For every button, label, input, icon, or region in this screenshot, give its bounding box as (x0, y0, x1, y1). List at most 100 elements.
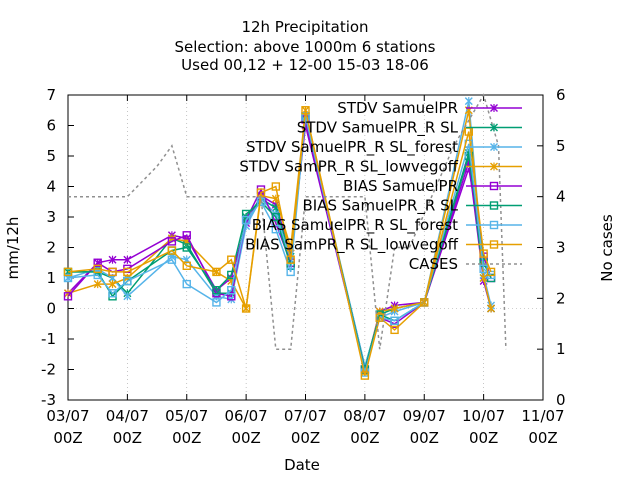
x-tick-label: 05/07 (165, 407, 208, 425)
data-point (182, 231, 191, 240)
axes: -3 -2 -1 0 1 2 3 4 5 6 7 0 1 2 3 4 5 6 03/07 00Z 04/07 00Z 05/… (41, 86, 566, 447)
y-tick-label: 4 (46, 178, 56, 196)
title-line: Selection: above 1000m 6 stations (174, 38, 435, 56)
y-tick-label: -2 (41, 361, 56, 379)
data-point (241, 215, 251, 225)
y2-axis-label: No cases (598, 214, 616, 282)
legend-label: CASES (409, 255, 458, 273)
y-tick-label: 0 (46, 300, 56, 318)
y-tick-label: -3 (41, 391, 56, 409)
legend-label: STDV SamPR_R SL_lowvegoff (239, 158, 458, 177)
data-point (489, 201, 499, 210)
y2-tick-label: 3 (556, 239, 566, 257)
y2-tick-label: 0 (556, 391, 566, 409)
x-tick-label: 07/07 (284, 407, 327, 425)
data-point (182, 279, 191, 289)
data-point (63, 273, 73, 283)
series-line (68, 93, 507, 350)
data-point (63, 292, 73, 301)
x-tick-label: 08/07 (343, 407, 386, 425)
legend-label: BIAS SamuelPR (343, 177, 458, 195)
data-point (227, 255, 236, 264)
x-tick-label: 06/07 (225, 407, 268, 425)
data-point (212, 267, 221, 277)
data-point (93, 264, 102, 274)
y-tick-label: 3 (46, 208, 56, 226)
data-point (212, 286, 221, 295)
x-tick-label-time: 00Z (528, 429, 557, 447)
series-layer (63, 93, 507, 380)
x-tick-label-time: 00Z (231, 429, 260, 447)
x-tick-label: 11/07 (521, 407, 564, 425)
chart-title: 12h Precipitation Selection: above 1000m … (174, 18, 435, 74)
data-point (486, 267, 496, 277)
data-point (212, 298, 221, 307)
y-tick-label: -1 (41, 330, 56, 348)
legend-label: BIAS SamuelPR_R SL_forest (252, 216, 458, 235)
legend-label: STDV SamuelPR_R SL (297, 119, 459, 138)
y2-tick-label: 1 (556, 340, 566, 358)
series-path (67, 110, 492, 373)
x-tick-label-time: 00Z (291, 429, 320, 447)
x-tick-label-time: 00Z (53, 429, 82, 447)
series-line (63, 112, 496, 377)
data-point (167, 255, 177, 264)
legend-label: STDV SamuelPR (337, 99, 458, 117)
data-point (489, 240, 499, 249)
data-point (182, 261, 191, 270)
data-point (286, 255, 295, 264)
y2-tick-label: 2 (556, 289, 566, 307)
data-point (167, 237, 177, 246)
x-tick-label-time: 00Z (410, 429, 439, 447)
legend-label: BIAS SamuelPR_R SL (302, 197, 458, 216)
x-tick-label-time: 00Z (469, 429, 498, 447)
data-point (479, 249, 488, 258)
x-tick-label-time: 00Z (350, 429, 379, 447)
x-axis-label: Date (284, 456, 320, 474)
data-point (360, 371, 370, 380)
y-tick-label: 6 (46, 117, 56, 135)
data-point (390, 325, 399, 335)
y2-tick-label: 5 (556, 137, 566, 155)
legend-label: BIAS SamPR_R SL_lowvegoff (245, 236, 459, 255)
data-point (489, 220, 499, 230)
data-point (271, 212, 281, 222)
data-point (108, 289, 117, 298)
data-point (271, 224, 281, 234)
series-path (67, 110, 492, 376)
x-tick-label: 03/07 (46, 407, 89, 425)
data-point (301, 106, 310, 115)
x-tick-label: 09/07 (403, 407, 446, 425)
x-tick-label-time: 00Z (172, 429, 201, 447)
data-point (241, 209, 251, 219)
x-tick-label: 10/07 (462, 407, 505, 425)
data-point (227, 286, 236, 295)
x-tick-label-time: 00Z (113, 429, 142, 447)
y-tick-label: 7 (46, 86, 56, 104)
data-point (123, 267, 132, 277)
data-point (489, 181, 499, 191)
legend-label: STDV SamuelPR_R SL_forest (246, 138, 458, 157)
data-point (420, 298, 429, 307)
series-path (67, 116, 492, 373)
series-path (68, 93, 507, 350)
title-line: Used 00,12 + 12-00 15-03 18-06 (181, 56, 429, 74)
x-tick-label: 04/07 (106, 407, 149, 425)
y-tick-label: 1 (46, 269, 56, 287)
data-point (271, 182, 281, 191)
y-axis-label: mm/12h (4, 217, 22, 280)
y2-tick-label: 6 (556, 86, 566, 104)
data-point (108, 267, 117, 277)
title-line: 12h Precipitation (241, 18, 368, 36)
y-tick-label: 5 (46, 147, 56, 165)
data-point (182, 243, 191, 252)
y-tick-label: 2 (46, 239, 56, 257)
y2-tick-label: 4 (556, 188, 566, 206)
data-point (286, 267, 295, 277)
data-point (241, 304, 251, 313)
series-line (63, 106, 496, 380)
data-point (390, 316, 399, 325)
data-point (63, 267, 73, 277)
